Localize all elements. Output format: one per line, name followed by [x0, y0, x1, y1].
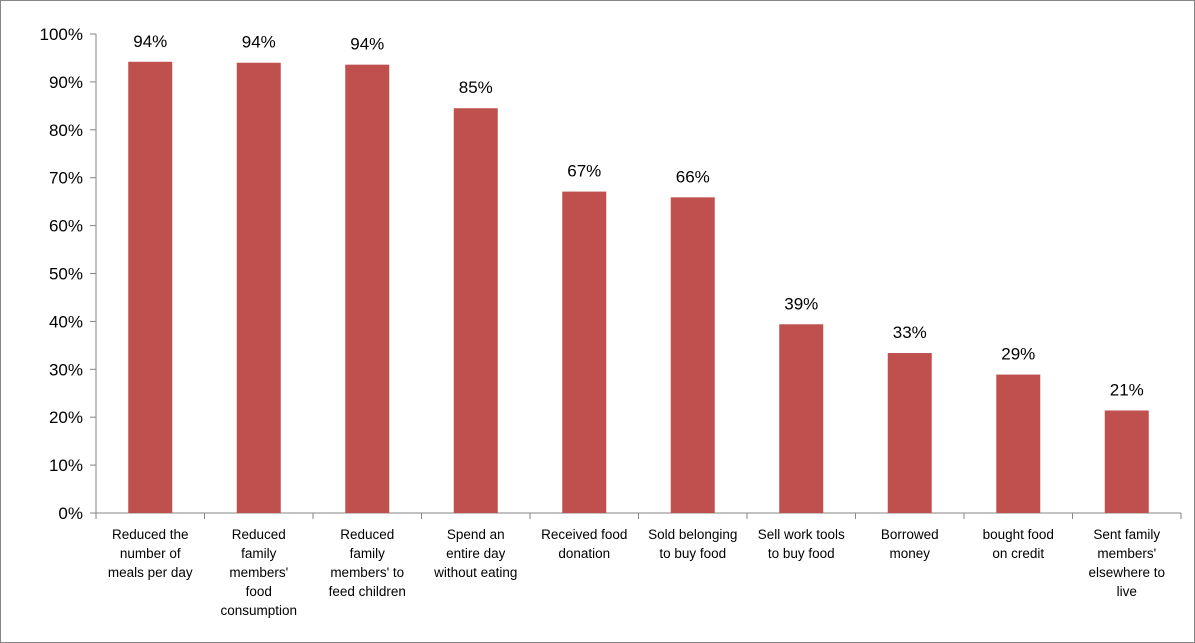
category-label: Spend an entire day without eating	[433, 527, 517, 580]
data-label: 33%	[893, 323, 927, 342]
bar	[128, 62, 172, 513]
y-tick-label: 50%	[49, 265, 83, 284]
y-tick-label: 80%	[49, 121, 83, 140]
data-label: 39%	[784, 294, 818, 313]
bar	[237, 63, 281, 513]
category-label-line: meals per day	[108, 565, 193, 580]
category-label-line: family	[350, 546, 386, 561]
y-tick-label: 0%	[58, 504, 83, 523]
category-label-line: Reduced	[340, 527, 394, 542]
data-label: 94%	[242, 33, 276, 52]
bar	[996, 375, 1040, 513]
data-label: 21%	[1110, 380, 1144, 399]
data-label: 66%	[676, 167, 710, 186]
category-label: bought food on credit	[983, 527, 1054, 561]
category-label-line: Borrowed	[881, 527, 939, 542]
category-label: Received food donation	[541, 527, 627, 561]
category-label-line: Reduced	[232, 527, 286, 542]
category-label-line: members'	[1097, 546, 1156, 561]
category-label-line: members' to	[330, 565, 404, 580]
category-label-line: family	[241, 546, 277, 561]
category-label-line: without eating	[433, 565, 517, 580]
category-label-line: number of	[120, 546, 181, 561]
bar	[454, 108, 498, 513]
y-tick-label: 30%	[49, 360, 83, 379]
category-label-line: Sent family	[1093, 527, 1160, 542]
bar	[1105, 410, 1149, 513]
y-tick-label: 60%	[49, 217, 83, 236]
data-label: 67%	[567, 162, 601, 181]
category-label-line: to buy food	[659, 546, 726, 561]
category-label: Sell work tools to buy food	[758, 527, 845, 561]
category-labels: Reduced the number of meals per dayReduced…	[108, 527, 1165, 618]
category-label-line: food	[246, 584, 272, 599]
category-label: Borrowed money	[881, 527, 939, 561]
y-tick-label: 10%	[49, 456, 83, 475]
bar	[888, 353, 932, 513]
category-label-line: Sold belonging	[648, 527, 737, 542]
category-label-line: Spend an	[447, 527, 505, 542]
data-label: 94%	[350, 35, 384, 54]
category-label-line: live	[1117, 584, 1137, 599]
category-label-line: consumption	[220, 603, 297, 618]
category-label-line: entire day	[446, 546, 506, 561]
category-label-line: Reduced the	[112, 527, 189, 542]
category-label: Reduced the number of meals per day	[108, 527, 193, 580]
bar-series	[128, 62, 1149, 513]
data-labels: 94% 94% 94% 85% 67% 66% 39% 33% 29% 21%	[133, 32, 1144, 400]
category-label: Reduced family members' food consumption	[220, 527, 297, 618]
y-tick-label: 20%	[49, 408, 83, 427]
category-label-line: bought food	[983, 527, 1054, 542]
category-label-line: donation	[558, 546, 610, 561]
data-label: 85%	[459, 78, 493, 97]
data-label: 94%	[133, 32, 167, 51]
y-tick-label: 90%	[49, 73, 83, 92]
y-tick-label: 40%	[49, 312, 83, 331]
category-label-line: Received food	[541, 527, 627, 542]
category-label-line: elsewhere to	[1088, 565, 1165, 580]
category-label: Sent family members' elsewhere to live	[1088, 527, 1165, 599]
category-label-line: money	[889, 546, 930, 561]
category-label: Sold belonging to buy food	[648, 527, 737, 561]
category-label-line: feed children	[329, 584, 406, 599]
category-label-line: Sell work tools	[758, 527, 845, 542]
bar	[345, 65, 389, 513]
y-tick-label: 100%	[40, 25, 83, 44]
data-label: 29%	[1001, 345, 1035, 364]
y-tick-label: 70%	[49, 169, 83, 188]
category-label-line: to buy food	[768, 546, 835, 561]
category-label: Reduced family members' to feed children	[329, 527, 406, 599]
category-label-line: members'	[229, 565, 288, 580]
bar	[562, 192, 606, 513]
bar	[779, 324, 823, 513]
category-label-line: on credit	[992, 546, 1044, 561]
bar	[671, 197, 715, 513]
